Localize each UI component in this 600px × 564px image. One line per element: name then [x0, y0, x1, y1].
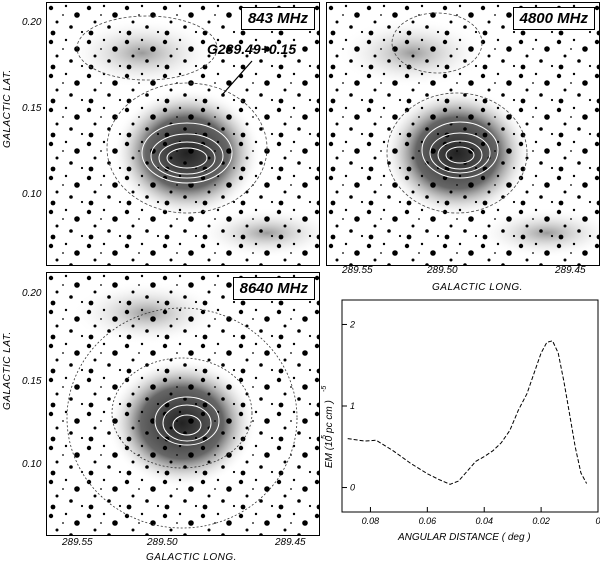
lat-tick: 0.10	[22, 189, 42, 200]
x-tick-label: 0.08	[362, 516, 380, 526]
chart-ylabel: EM (10 pc cm )	[324, 400, 335, 468]
x-tick-label: 0.02	[532, 516, 550, 526]
chart-frame	[341, 299, 599, 513]
y-tick-label: 1	[350, 401, 355, 411]
lat-tick: 0.15	[22, 103, 42, 114]
long-tick: 289.45	[275, 537, 306, 548]
long-tick: 289.45	[555, 265, 586, 276]
image-panel-8640: 8640 MHz	[46, 272, 320, 536]
x-tick-label: 0.06	[419, 516, 437, 526]
long-axis-label-bottom: GALACTIC LONG.	[146, 552, 237, 563]
freq-label: 8640 MHz	[232, 277, 315, 300]
long-tick: 289.50	[427, 265, 458, 276]
chart-xlabel: ANGULAR DISTANCE ( deg )	[397, 532, 531, 543]
chart-ylabel-exp2: -5	[321, 386, 328, 392]
freq-label: 843 MHz	[240, 7, 315, 30]
long-tick: 289.50	[147, 537, 178, 548]
long-tick: 289.55	[342, 265, 373, 276]
y-tick-label: 0	[350, 483, 355, 493]
x-tick-label: 0.04	[475, 516, 493, 526]
source-label: G289.49+0.15	[207, 41, 297, 57]
freq-label: 4800 MHz	[512, 7, 595, 30]
chart-ylabel-exp1: 5	[321, 435, 328, 439]
x-tick-label: 0	[595, 516, 600, 526]
y-tick-label: 2	[349, 319, 355, 329]
long-axis-label-right: GALACTIC LONG.	[432, 282, 523, 293]
optical-image-8640	[47, 273, 319, 535]
lat-tick: 0.10	[22, 459, 42, 470]
optical-image-4800	[327, 3, 599, 265]
em-profile-line	[347, 340, 588, 485]
image-panel-843: 843 MHz G289.49+0.15	[46, 2, 320, 266]
lat-tick: 0.20	[22, 17, 42, 28]
optical-image-843	[47, 3, 319, 265]
lat-tick: 0.20	[22, 288, 42, 299]
lat-tick: 0.15	[22, 376, 42, 387]
image-panel-4800: 4800 MHz	[326, 2, 600, 266]
long-tick: 289.55	[62, 537, 93, 548]
